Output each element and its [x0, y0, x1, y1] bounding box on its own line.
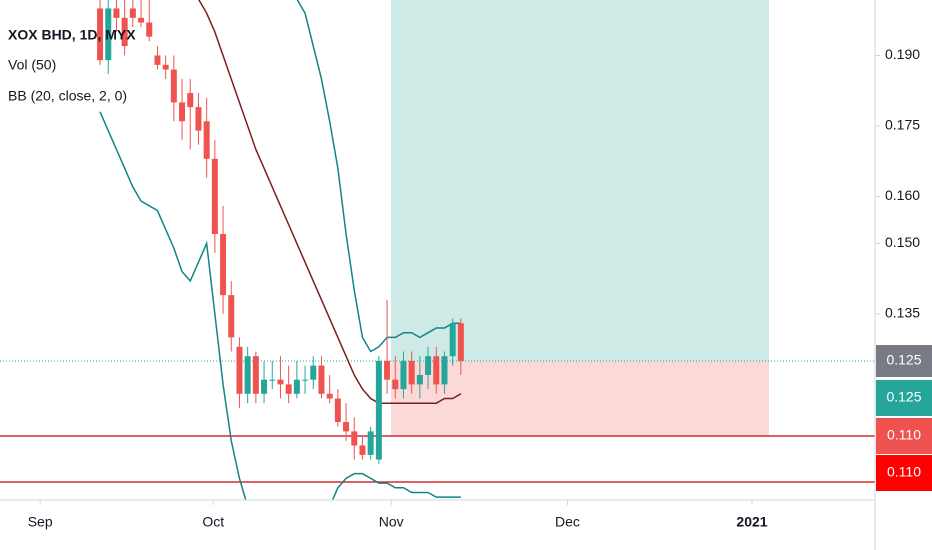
candle-body — [105, 8, 112, 61]
candle-body — [441, 356, 448, 385]
bollinger-line — [99, 111, 461, 500]
candle-body — [220, 234, 227, 296]
x-tick-label: Oct — [202, 514, 224, 530]
candle-body — [244, 356, 251, 394]
x-tick-label: Dec — [555, 514, 580, 530]
candle-body — [154, 55, 161, 65]
candle-body — [170, 69, 177, 103]
candle-body — [310, 365, 317, 380]
candle-body — [367, 431, 374, 455]
candle-body — [236, 346, 243, 394]
candle-body — [351, 431, 358, 446]
y-tick-label: 0.190 — [885, 46, 920, 62]
candle-body — [433, 356, 440, 385]
candle-body — [138, 17, 145, 23]
price-badge — [876, 345, 932, 377]
candle-body — [285, 384, 292, 394]
candle-body — [384, 360, 391, 380]
candle-body — [252, 356, 259, 394]
x-tick-label: 2021 — [736, 514, 767, 530]
candle-body — [334, 398, 341, 422]
candle-body — [195, 107, 202, 131]
bollinger-line — [198, 0, 462, 404]
price-label: 0.125 — [886, 352, 921, 368]
y-tick-label: 0.175 — [885, 117, 920, 133]
candle-body — [400, 360, 407, 390]
candle-body — [343, 421, 350, 432]
candle-body — [318, 365, 325, 394]
candle-body — [146, 22, 153, 37]
indicator-label: BB (20, close, 2, 0) — [8, 88, 127, 104]
candle-body — [375, 360, 382, 460]
symbol-title: XOX BHD, 1D, MYX — [8, 27, 136, 43]
price-badge — [876, 380, 932, 416]
candle-body — [211, 158, 218, 235]
price-badge — [876, 455, 932, 491]
x-tick-label: Nov — [379, 514, 404, 530]
candle-body — [203, 121, 210, 159]
candle-body — [129, 8, 136, 18]
candle-body — [293, 379, 300, 394]
y-tick-label: 0.160 — [885, 187, 920, 203]
price-label: 0.125 — [886, 389, 921, 405]
target-zone — [391, 0, 769, 361]
candle-body — [457, 323, 464, 361]
candle-body — [326, 393, 333, 399]
candle-body — [425, 356, 432, 375]
candle-body — [449, 323, 456, 357]
candle-body — [392, 379, 399, 390]
candle-body — [277, 379, 284, 385]
candle-body — [121, 17, 128, 47]
candle-body — [408, 360, 415, 385]
candle-body — [179, 102, 186, 122]
x-tick-label: Sep — [28, 514, 53, 530]
price-label: 0.110 — [887, 427, 921, 443]
price-label: 0.110 — [887, 464, 921, 480]
candle-body — [187, 93, 194, 108]
candle-body — [97, 8, 104, 61]
y-tick-label: 0.150 — [885, 234, 920, 250]
y-tick-label: 0.135 — [885, 305, 920, 321]
candle-body — [228, 295, 235, 338]
candle-body — [261, 379, 268, 394]
plot-area — [97, 0, 464, 500]
indicator-label: Vol (50) — [8, 57, 56, 73]
candle-body — [302, 379, 309, 381]
bollinger-line — [296, 0, 461, 353]
candle-body — [359, 445, 366, 455]
candle-body — [113, 8, 120, 18]
candle-body — [162, 64, 169, 70]
candle-body — [416, 375, 423, 385]
price-badge — [876, 418, 932, 454]
candle-body — [269, 379, 276, 381]
